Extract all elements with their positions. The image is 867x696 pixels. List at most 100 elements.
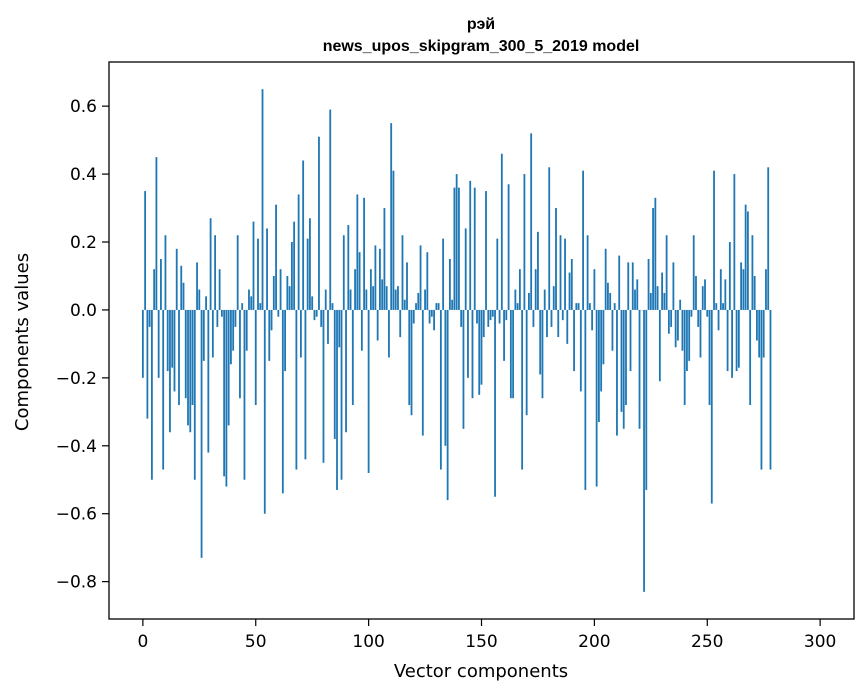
bar-176 — [539, 309, 542, 375]
bar-88 — [340, 309, 343, 480]
bar-95 — [356, 194, 359, 310]
bar-225 — [649, 292, 652, 310]
bar-68 — [295, 309, 298, 470]
bar-101 — [369, 269, 372, 310]
x-tick-label: 150 — [465, 632, 497, 652]
x-tick-label: 200 — [578, 632, 610, 652]
bar-230 — [661, 272, 664, 310]
bar-231 — [663, 292, 666, 310]
bar-67 — [293, 221, 296, 310]
bar-226 — [652, 208, 654, 310]
bar-147 — [473, 187, 476, 310]
bar-75 — [311, 296, 314, 310]
bar-39 — [230, 309, 232, 365]
bar-107 — [383, 208, 386, 310]
bar-116 — [403, 299, 406, 310]
bar-247 — [699, 309, 702, 358]
bar-135 — [446, 309, 449, 501]
bar-143 — [464, 228, 467, 310]
bar-268 — [746, 211, 749, 310]
bar-141 — [460, 309, 463, 327]
bar-205 — [604, 248, 607, 310]
bar-40 — [232, 309, 235, 351]
bar-10 — [164, 235, 167, 310]
y-tick-label: 0.6 — [70, 97, 97, 117]
bar-96 — [358, 252, 361, 310]
y-tick-label: −0.4 — [56, 437, 97, 457]
bar-179 — [546, 309, 548, 338]
bar-129 — [433, 309, 435, 331]
bar-60 — [277, 309, 280, 317]
bar-89 — [342, 235, 345, 310]
x-tick-label: 250 — [691, 632, 723, 652]
bar-272 — [756, 309, 758, 341]
bar-267 — [744, 204, 747, 310]
bar-22 — [191, 309, 194, 406]
bar-142 — [462, 309, 465, 429]
bar-134 — [444, 309, 447, 446]
bar-243 — [690, 309, 693, 317]
bar-163 — [509, 309, 512, 399]
bar-224 — [647, 258, 650, 310]
bar-98 — [363, 197, 366, 310]
bar-204 — [602, 309, 605, 365]
bar-25 — [198, 289, 201, 310]
bar-14 — [173, 309, 176, 392]
bar-218 — [634, 289, 636, 310]
bar-210 — [616, 309, 618, 436]
bar-56 — [268, 309, 271, 361]
bar-90 — [345, 309, 347, 433]
bar-203 — [600, 309, 603, 392]
bar-6 — [155, 157, 158, 310]
bar-182 — [552, 286, 555, 310]
bar-20 — [187, 309, 189, 426]
bar-252 — [710, 309, 713, 504]
bar-115 — [401, 235, 404, 310]
bar-271 — [753, 275, 756, 310]
bar-86 — [336, 309, 338, 490]
bar-166 — [516, 303, 519, 310]
bar-32 — [214, 235, 217, 310]
bar-253 — [713, 170, 715, 310]
bar-193 — [577, 303, 580, 310]
bar-178 — [543, 289, 546, 310]
bar-24 — [196, 262, 198, 310]
bar-23 — [193, 309, 196, 480]
bar-7 — [157, 309, 160, 378]
bar-273 — [758, 309, 761, 358]
bar-155 — [491, 309, 494, 317]
bar-220 — [638, 309, 641, 429]
bar-103 — [374, 245, 377, 310]
bar-138 — [453, 187, 456, 310]
bar-111 — [392, 170, 395, 310]
bar-38 — [227, 309, 230, 426]
bar-29 — [207, 309, 210, 453]
bar-249 — [704, 279, 706, 310]
bar-270 — [751, 235, 754, 310]
bar-133 — [442, 238, 445, 310]
y-tick-label: −0.2 — [56, 369, 97, 389]
bar-258 — [724, 279, 727, 310]
bar-45 — [243, 309, 246, 480]
bar-57 — [270, 309, 273, 331]
bar-113 — [397, 286, 399, 310]
bar-183 — [555, 208, 557, 310]
bar-44 — [241, 303, 244, 310]
bar-128 — [430, 309, 433, 317]
bar-137 — [451, 299, 454, 310]
bar-207 — [609, 292, 612, 310]
bar-198 — [588, 303, 591, 310]
bar-158 — [498, 309, 501, 324]
bar-125 — [424, 289, 426, 310]
x-axis-ticks: 0 50 100 150 200 250 300 — [137, 619, 836, 652]
y-tick-label: −0.8 — [56, 573, 97, 593]
y-tick-label: −0.6 — [56, 505, 97, 525]
bar-126 — [426, 252, 429, 310]
bar-70 — [299, 309, 302, 358]
bar-254 — [715, 303, 718, 310]
bar-80 — [322, 309, 325, 463]
bar-53 — [261, 89, 264, 310]
bar-91 — [347, 225, 350, 310]
bar-83 — [329, 109, 332, 310]
bar-165 — [514, 289, 517, 310]
